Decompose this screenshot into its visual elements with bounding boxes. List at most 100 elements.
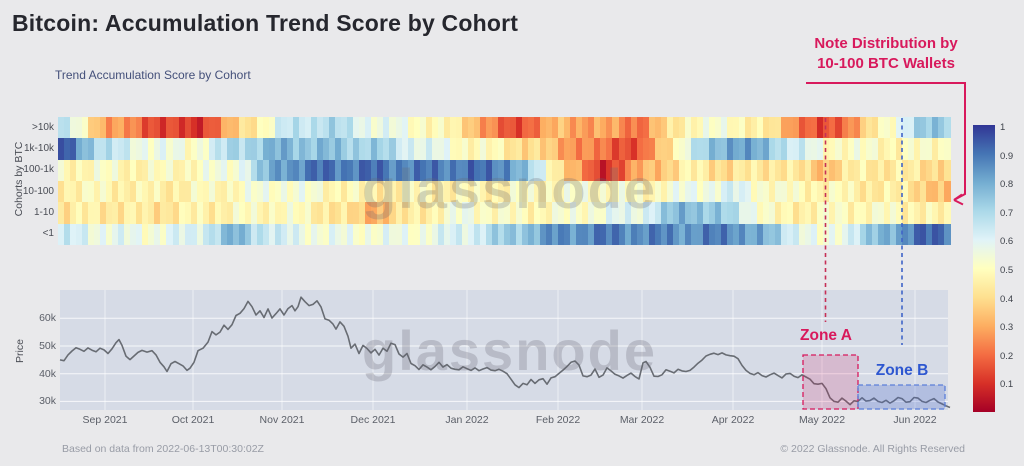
heatmap-cell bbox=[859, 180, 867, 203]
heatmap-cell bbox=[124, 159, 132, 182]
heatmap-cell bbox=[859, 223, 867, 246]
heatmap-cell bbox=[558, 138, 565, 161]
heatmap-cell bbox=[720, 117, 728, 139]
heatmap-cell bbox=[799, 117, 807, 139]
heatmap-cell bbox=[431, 180, 439, 203]
heatmap-cell bbox=[250, 159, 258, 182]
heatmap-cell bbox=[443, 159, 451, 182]
heatmap-cell bbox=[859, 138, 867, 161]
heatmap-cell bbox=[485, 138, 493, 161]
heatmap-cell bbox=[877, 223, 885, 246]
heatmap-cell bbox=[648, 202, 656, 224]
heatmap-cell bbox=[690, 180, 698, 203]
heatmap-cell bbox=[142, 138, 150, 161]
heatmap-cell bbox=[793, 159, 801, 182]
heatmap-cell bbox=[154, 138, 162, 161]
heatmap-cell bbox=[739, 138, 746, 161]
heatmap-cell bbox=[425, 159, 433, 182]
heatmap-cell bbox=[552, 159, 559, 182]
heatmap-cell bbox=[510, 138, 517, 161]
heatmap-cell bbox=[130, 159, 138, 182]
heatmap-cell bbox=[540, 159, 547, 182]
heatmap-cell bbox=[618, 117, 626, 139]
heatmap-cell bbox=[564, 117, 571, 139]
heatmap-cell bbox=[461, 202, 469, 224]
heatmap-cell bbox=[485, 180, 493, 203]
heatmap-cell bbox=[172, 180, 180, 203]
heatmap-cell bbox=[377, 159, 385, 182]
heatmap-cell bbox=[769, 138, 776, 161]
heatmap-cell bbox=[931, 117, 939, 139]
heatmap-cell bbox=[504, 223, 511, 246]
heatmap-cell bbox=[853, 138, 861, 161]
heatmap-cell bbox=[371, 159, 379, 182]
heatmap-cell bbox=[546, 202, 553, 224]
heatmap-cell bbox=[570, 159, 578, 182]
heatmap-cell bbox=[540, 202, 547, 224]
heatmap-cell bbox=[835, 180, 843, 203]
heatmap-cell bbox=[931, 159, 939, 182]
heatmap-cell bbox=[202, 138, 210, 161]
heatmap-cell bbox=[214, 159, 222, 182]
heatmap-cell bbox=[907, 138, 915, 161]
heatmap-cell bbox=[76, 159, 83, 182]
heatmap-cell bbox=[461, 138, 469, 161]
heatmap-cell bbox=[220, 159, 228, 182]
heatmap-cell bbox=[124, 223, 132, 246]
heatmap-cell bbox=[775, 180, 782, 203]
heatmap-cell bbox=[365, 117, 373, 139]
annotation-arrowhead-icon bbox=[953, 193, 964, 206]
heatmap-cell bbox=[654, 223, 662, 246]
heatmap-cell bbox=[244, 117, 252, 139]
heatmap-cell bbox=[702, 202, 710, 224]
price-x-tick: Nov 2021 bbox=[259, 414, 305, 426]
heatmap-cell bbox=[178, 117, 186, 139]
heatmap-cell bbox=[919, 117, 927, 139]
heatmap-cell bbox=[70, 223, 77, 246]
heatmap-cell bbox=[925, 138, 933, 161]
heatmap-cell bbox=[293, 180, 300, 203]
colorbar-tick: 0.2 bbox=[1000, 350, 1014, 362]
heatmap-cell bbox=[347, 138, 355, 161]
heatmap-cell bbox=[425, 117, 433, 139]
heatmap-cell bbox=[690, 117, 698, 139]
heatmap-cell bbox=[293, 202, 300, 224]
heatmap-cell bbox=[793, 180, 801, 203]
heatmap-cell bbox=[558, 202, 565, 224]
heatmap-cell bbox=[142, 117, 150, 139]
heatmap-cell bbox=[473, 117, 481, 139]
heatmap-cell bbox=[757, 138, 764, 161]
heatmap-cell bbox=[208, 202, 216, 224]
heatmap-cell bbox=[473, 202, 481, 224]
heatmap-cell bbox=[696, 223, 704, 246]
heatmap-cell bbox=[883, 180, 891, 203]
heatmap-cell bbox=[600, 138, 608, 161]
heatmap-cell bbox=[491, 223, 499, 246]
heatmap-cell bbox=[94, 117, 101, 139]
heatmap-cell bbox=[305, 223, 312, 246]
heatmap-cell bbox=[895, 223, 903, 246]
heatmap-cell bbox=[329, 159, 336, 182]
heatmap-cell bbox=[238, 180, 246, 203]
heatmap-cell bbox=[347, 223, 355, 246]
heatmap-cell bbox=[811, 117, 819, 139]
heatmap-cell bbox=[546, 138, 553, 161]
heatmap-cell bbox=[268, 117, 276, 139]
heatmap-cell bbox=[570, 180, 578, 203]
heatmap-cell bbox=[232, 202, 240, 224]
heatmap-cell bbox=[636, 159, 644, 182]
heatmap-cell bbox=[823, 138, 831, 161]
price-x-tick: Jun 2022 bbox=[893, 414, 937, 426]
heatmap-cell bbox=[148, 202, 156, 224]
heatmap-cell bbox=[112, 180, 119, 203]
heatmap-cell bbox=[172, 117, 180, 139]
heatmap-cell bbox=[558, 117, 565, 139]
heatmap-cell bbox=[401, 223, 409, 246]
heatmap-cell bbox=[702, 117, 710, 139]
heatmap-cell bbox=[727, 159, 734, 182]
price-y-tick: 50k bbox=[39, 340, 56, 352]
heatmap-cell bbox=[600, 117, 608, 139]
heatmap-cell bbox=[329, 180, 336, 203]
heatmap-cell bbox=[407, 138, 415, 161]
heatmap-cell bbox=[329, 202, 336, 224]
